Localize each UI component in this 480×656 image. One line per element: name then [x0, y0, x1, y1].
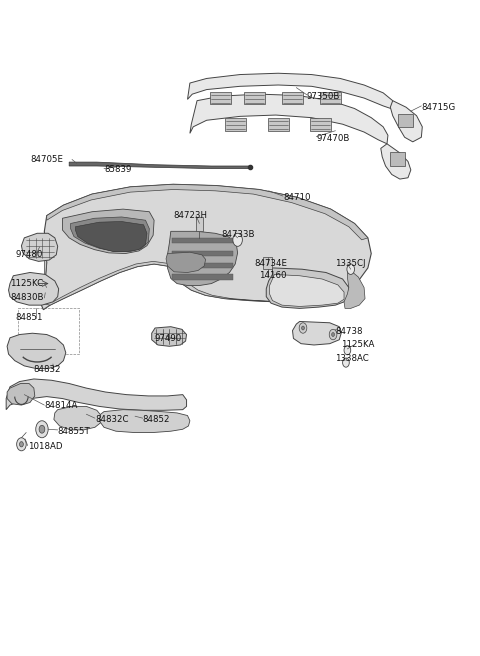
- Polygon shape: [47, 184, 368, 240]
- Text: 97490: 97490: [154, 334, 181, 343]
- Polygon shape: [69, 162, 250, 169]
- Polygon shape: [40, 232, 343, 305]
- Polygon shape: [268, 117, 288, 131]
- Circle shape: [233, 234, 242, 247]
- Text: 84733B: 84733B: [221, 230, 254, 239]
- Text: 84738: 84738: [336, 327, 363, 337]
- Circle shape: [39, 425, 45, 433]
- Text: 84852: 84852: [143, 415, 170, 424]
- Polygon shape: [344, 268, 365, 308]
- Polygon shape: [210, 92, 231, 104]
- Circle shape: [329, 329, 337, 340]
- Polygon shape: [196, 217, 203, 232]
- Polygon shape: [71, 217, 149, 251]
- Polygon shape: [292, 321, 341, 345]
- Text: 84715G: 84715G: [421, 103, 456, 112]
- Polygon shape: [99, 409, 190, 432]
- Polygon shape: [62, 209, 154, 253]
- Text: 97470B: 97470B: [316, 134, 350, 143]
- Text: 84723H: 84723H: [173, 211, 207, 220]
- Polygon shape: [188, 73, 393, 109]
- Text: 14160: 14160: [259, 271, 287, 280]
- Text: 84830B: 84830B: [10, 293, 44, 302]
- Circle shape: [343, 358, 349, 367]
- Polygon shape: [9, 272, 59, 305]
- Polygon shape: [166, 252, 205, 272]
- Text: 1125KA: 1125KA: [341, 340, 374, 350]
- Polygon shape: [390, 152, 405, 166]
- Polygon shape: [270, 274, 344, 306]
- Text: 1018AD: 1018AD: [28, 442, 62, 451]
- Polygon shape: [168, 232, 238, 285]
- Circle shape: [299, 323, 307, 333]
- Polygon shape: [6, 379, 187, 410]
- Polygon shape: [282, 92, 303, 104]
- Polygon shape: [172, 251, 233, 256]
- Polygon shape: [7, 384, 35, 405]
- Polygon shape: [266, 268, 349, 308]
- Polygon shape: [390, 100, 422, 142]
- Text: 97480: 97480: [16, 251, 43, 259]
- Text: 84851: 84851: [16, 313, 43, 322]
- Polygon shape: [310, 117, 331, 131]
- Text: 85839: 85839: [104, 165, 132, 174]
- Text: 84855T: 84855T: [58, 426, 90, 436]
- Circle shape: [20, 441, 24, 447]
- Polygon shape: [172, 238, 233, 243]
- Polygon shape: [7, 333, 66, 369]
- Polygon shape: [320, 92, 341, 104]
- Polygon shape: [54, 406, 102, 430]
- Circle shape: [17, 438, 26, 451]
- Text: 1338AC: 1338AC: [336, 354, 369, 363]
- Text: 1125KC: 1125KC: [10, 279, 43, 288]
- Text: 84710: 84710: [283, 193, 311, 202]
- Text: 1335CJ: 1335CJ: [336, 260, 366, 268]
- Polygon shape: [22, 234, 58, 261]
- Text: 84734E: 84734E: [254, 260, 288, 268]
- Polygon shape: [263, 257, 273, 269]
- Polygon shape: [172, 262, 233, 268]
- Polygon shape: [75, 222, 147, 251]
- Polygon shape: [244, 92, 265, 104]
- Text: 84814A: 84814A: [44, 401, 78, 409]
- Polygon shape: [172, 274, 233, 279]
- Circle shape: [301, 326, 304, 330]
- Circle shape: [332, 333, 335, 337]
- Polygon shape: [190, 94, 388, 144]
- Polygon shape: [40, 184, 371, 310]
- Text: 84832C: 84832C: [95, 415, 129, 424]
- Text: 84832: 84832: [34, 365, 61, 375]
- Text: 97350B: 97350B: [307, 92, 340, 100]
- Polygon shape: [225, 117, 246, 131]
- Circle shape: [36, 420, 48, 438]
- Circle shape: [347, 264, 355, 274]
- Polygon shape: [152, 327, 187, 346]
- Text: 84705E: 84705E: [30, 155, 63, 164]
- Polygon shape: [398, 113, 413, 127]
- Polygon shape: [381, 144, 411, 179]
- Circle shape: [344, 346, 351, 355]
